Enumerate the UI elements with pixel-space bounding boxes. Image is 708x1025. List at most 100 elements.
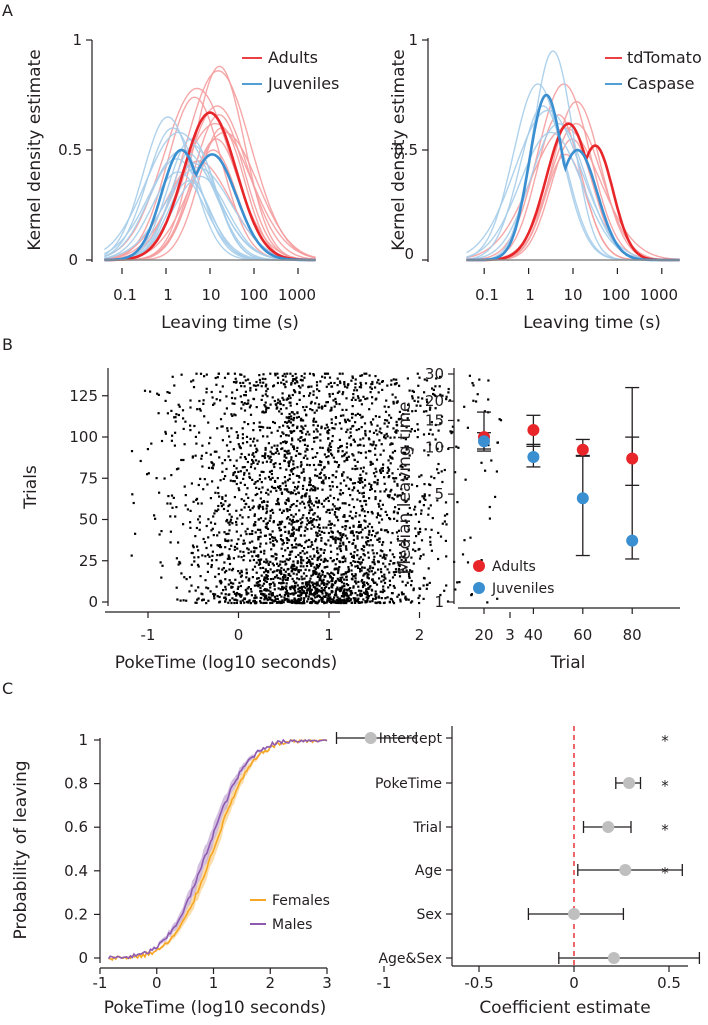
- scatter-point: [325, 511, 328, 514]
- scatter-point: [264, 405, 267, 408]
- scatter-point: [367, 533, 370, 536]
- scatter-point: [257, 507, 260, 510]
- scatter-point: [276, 372, 279, 375]
- scatter-point: [359, 473, 362, 476]
- scatter-point: [337, 570, 340, 573]
- scatter-point: [160, 439, 164, 443]
- scatter-point: [352, 524, 355, 527]
- scatter-point: [302, 590, 306, 593]
- scatter-point: [386, 568, 389, 571]
- scatter-point: [289, 492, 292, 495]
- scatter-point: [395, 429, 398, 432]
- scatter-point: [361, 566, 364, 569]
- scatter-point: [336, 485, 339, 489]
- scatter-point: [231, 567, 235, 570]
- scatter-point: [294, 391, 297, 394]
- scatter-point: [226, 509, 229, 512]
- scatter-point: [336, 577, 339, 580]
- scatter-point: [299, 378, 302, 381]
- scatter-point: [352, 542, 355, 545]
- scatter-point: [274, 374, 277, 377]
- scatter-point: [296, 577, 299, 580]
- scatter-point: [207, 587, 210, 590]
- scatter-point: [357, 428, 361, 431]
- scatter-point: [326, 430, 329, 433]
- scatter-point: [259, 600, 262, 603]
- scatter-point: [282, 441, 285, 444]
- scatter-point: [417, 531, 420, 534]
- scatter-point: [338, 506, 341, 509]
- scatter-point: [391, 442, 394, 445]
- scatter-point: [271, 476, 274, 479]
- scatter-point: [349, 510, 352, 513]
- scatter-point: [309, 479, 312, 482]
- scatter-point: [267, 493, 270, 496]
- scatter-point: [396, 483, 399, 486]
- scatter-point: [305, 413, 308, 416]
- scatter-point: [297, 475, 300, 478]
- scatter-point: [342, 573, 345, 576]
- scatter-point: [266, 527, 270, 530]
- scatter-point: [339, 539, 342, 542]
- scatter-point: [291, 437, 294, 440]
- scatter-points: [130, 372, 503, 605]
- scatter-point: [304, 568, 307, 571]
- scatter-point: [255, 554, 258, 557]
- scatter-point: [334, 541, 337, 544]
- scatter-point: [175, 506, 178, 509]
- scatter-point: [466, 561, 470, 564]
- scatter-point: [249, 508, 252, 511]
- scatter-point: [321, 446, 324, 449]
- scatter-point: [170, 439, 173, 442]
- scatter-point: [260, 385, 263, 388]
- scatter-point: [274, 597, 277, 601]
- scatter-point: [314, 402, 317, 405]
- scatter-point: [271, 599, 274, 602]
- scatter-point: [205, 602, 208, 605]
- scatter-point: [308, 509, 311, 512]
- scatter-point: [312, 463, 316, 467]
- scatter-point: [326, 583, 329, 586]
- scatter-point: [230, 586, 233, 589]
- scatter-point: [243, 375, 246, 378]
- scatter-point: [360, 374, 364, 377]
- scatter-point: [264, 576, 267, 579]
- scatter-point: [215, 450, 218, 453]
- scatter-point: [299, 565, 302, 568]
- scatter-point: [287, 567, 290, 571]
- scatter-point: [313, 440, 316, 443]
- scatter-point: [263, 589, 266, 592]
- scatter-point: [294, 372, 297, 376]
- scatter-point: [325, 372, 328, 375]
- scatter-point: [289, 372, 292, 375]
- scatter-point: [295, 573, 298, 576]
- scatter-point: [312, 504, 315, 507]
- scatter-point: [182, 523, 185, 526]
- scatter-point: [300, 525, 303, 528]
- scatter-point: [235, 509, 238, 512]
- scatter-point: [194, 435, 197, 438]
- scatter-point: [207, 553, 210, 556]
- scatter-point: [230, 539, 233, 542]
- scatter-point: [339, 586, 342, 589]
- scatter-point: [356, 460, 359, 463]
- scatter-point: [425, 583, 429, 587]
- scatter-point: [379, 568, 383, 571]
- scatter-point: [284, 481, 287, 484]
- scatter-point: [237, 487, 240, 490]
- scatter-point: [257, 536, 260, 539]
- scatter-point: [381, 380, 384, 383]
- scatter-point: [247, 551, 250, 555]
- scatter-point: [309, 561, 312, 564]
- scatter-point: [324, 601, 327, 604]
- scatter-point: [349, 587, 352, 590]
- scatter-point: [265, 596, 268, 599]
- scatter-point: [235, 380, 238, 383]
- scatter-point: [263, 596, 267, 599]
- scatter-point: [309, 408, 312, 411]
- scatter-point: [264, 579, 267, 582]
- scatter-point: [201, 465, 204, 468]
- scatter-point: [312, 571, 315, 574]
- scatter-point: [230, 396, 234, 400]
